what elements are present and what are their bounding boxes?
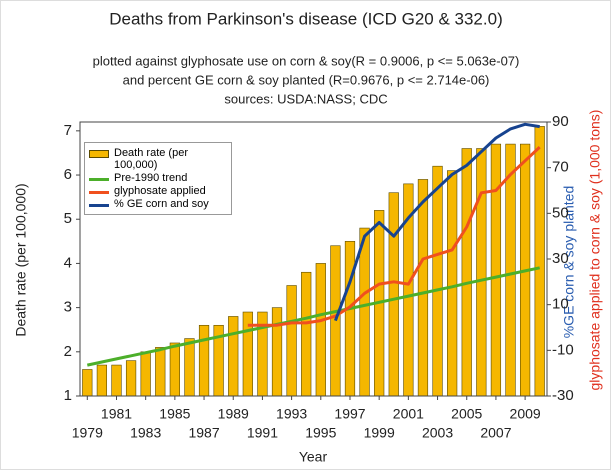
y2-tick-label: 50 xyxy=(552,204,569,221)
bar xyxy=(198,324,210,397)
bar xyxy=(315,263,326,397)
y-tick-label: 3 xyxy=(64,299,72,316)
legend-swatch xyxy=(89,178,109,181)
bar xyxy=(330,245,341,397)
legend-swatch xyxy=(89,150,109,158)
x-tick-label: 1999 xyxy=(364,425,395,441)
bar xyxy=(432,165,443,397)
x-tick-label: 2001 xyxy=(393,406,424,422)
y2-tick-label: -30 xyxy=(552,387,574,404)
x-tick-label: 2007 xyxy=(480,425,511,441)
x-axis-label: Year xyxy=(299,449,328,465)
subtitle: and percent GE corn & soy planted (R=0.9… xyxy=(123,72,490,87)
bar xyxy=(286,285,297,397)
legend-item: Death rate (per 100,000) xyxy=(89,147,227,171)
bar xyxy=(447,170,458,397)
bar xyxy=(111,364,122,397)
y-tick-label: 2 xyxy=(64,343,72,360)
y2-tick-label: -10 xyxy=(552,341,574,358)
chart-title: Deaths from Parkinson's disease (ICD G20… xyxy=(109,9,502,28)
y2-axis-label: glyphosate applied to corn & soy (1,000 … xyxy=(587,110,603,391)
bar xyxy=(461,148,472,397)
x-tick-label: 1993 xyxy=(276,406,307,422)
legend-swatch xyxy=(89,204,109,207)
bar xyxy=(184,338,195,397)
y-axis-label: Death rate (per 100,000) xyxy=(13,183,29,336)
legend-item: % GE corn and soy xyxy=(89,198,227,210)
x-tick-label: 1995 xyxy=(305,425,336,441)
legend: Death rate (per 100,000) Pre-1990 trend gl… xyxy=(84,142,232,215)
bar xyxy=(271,307,283,397)
y2-axis-label: %GE corn & soy planted xyxy=(561,186,577,339)
x-tick-label: 2009 xyxy=(510,406,541,422)
y-tick-label: 7 xyxy=(64,122,72,139)
x-tick-label: 1991 xyxy=(247,425,278,441)
bar xyxy=(505,143,516,397)
bar xyxy=(301,271,312,397)
bar xyxy=(82,369,93,397)
x-tick-label: 1979 xyxy=(72,425,103,441)
x-tick-label: 1989 xyxy=(218,406,249,422)
line xyxy=(333,122,540,322)
y-tick-label: 4 xyxy=(64,254,72,271)
legend-swatch xyxy=(89,191,109,194)
x-tick-label: 1987 xyxy=(188,425,219,441)
y-tick-label: 5 xyxy=(64,210,72,227)
subtitle: sources: USDA:NASS; CDC xyxy=(224,91,387,106)
subtitle: plotted against glyphosate use on corn &… xyxy=(93,53,520,68)
y2-tick-label: 30 xyxy=(552,250,569,267)
bar xyxy=(476,148,487,397)
legend-label: Pre-1990 trend xyxy=(114,172,188,184)
bar xyxy=(96,364,108,397)
bar xyxy=(388,192,399,397)
bar xyxy=(140,351,151,397)
x-tick-label: 1985 xyxy=(159,406,190,422)
bar xyxy=(490,143,502,397)
line xyxy=(86,266,541,367)
legend-label: glyphosate applied xyxy=(114,185,206,197)
x-tick-label: 2003 xyxy=(422,425,453,441)
y-tick-label: 6 xyxy=(64,166,72,183)
y2-tick-label: 90 xyxy=(552,113,569,130)
y-tick-label: 1 xyxy=(64,387,72,404)
bar xyxy=(169,342,180,397)
legend-item: glyphosate applied xyxy=(89,185,227,197)
bar xyxy=(155,347,166,397)
legend-label: Death rate (per 100,000) xyxy=(114,147,188,171)
bar xyxy=(228,316,239,397)
bar xyxy=(534,126,545,397)
bar xyxy=(359,227,370,397)
y2-tick-label: 10 xyxy=(552,296,569,313)
x-tick-label: 1997 xyxy=(334,406,365,422)
x-tick-label: 2005 xyxy=(451,406,482,422)
legend-label: % GE corn and soy xyxy=(114,198,209,210)
line xyxy=(247,146,541,327)
bar xyxy=(417,179,429,397)
x-tick-label: 1981 xyxy=(101,406,132,422)
legend-item: Pre-1990 trend xyxy=(89,172,227,184)
y2-tick-label: 70 xyxy=(552,159,569,176)
bar xyxy=(125,360,137,397)
bar xyxy=(344,241,356,397)
x-tick-label: 1983 xyxy=(130,425,161,441)
